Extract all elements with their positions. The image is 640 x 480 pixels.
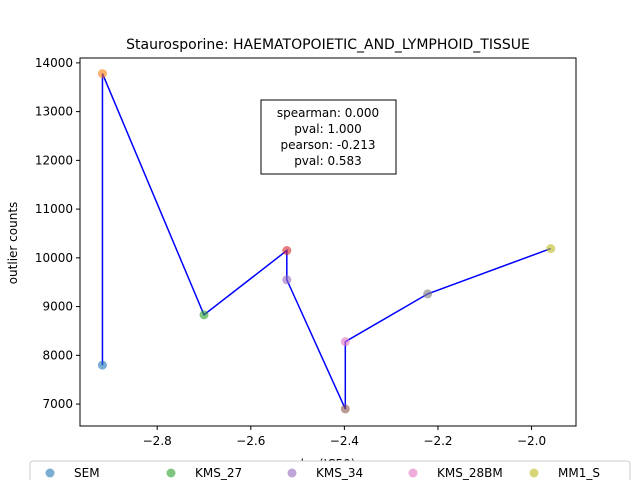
legend-marker (287, 468, 297, 478)
y-tick-label: 8000 (42, 348, 73, 362)
legend-marker (408, 468, 418, 478)
data-point (340, 337, 350, 347)
legend-label: KMS_34 (316, 466, 363, 480)
y-tick-label: 13000 (35, 105, 73, 119)
annotation-box (260, 99, 397, 175)
stats-annotation: spearman: 0.000 pval: 1.000 pearson: -0.21… (260, 99, 397, 175)
legend-label: SEM (74, 466, 100, 480)
legend-box (29, 460, 631, 480)
annotation-line: spearman: 0.000 (277, 106, 379, 120)
x-tick-label: −2.6 (236, 434, 265, 448)
x-tick-label: −2.2 (423, 434, 452, 448)
legend-label: KMS_28BM (437, 466, 503, 480)
data-point (423, 289, 433, 299)
data-point (199, 310, 209, 320)
annotation-line: pval: 1.000 (294, 122, 362, 136)
chart-title: Staurosporine: HAEMATOPOIETIC_AND_LYMPHO… (126, 37, 530, 53)
legend-marker (529, 468, 539, 478)
y-tick-label: 12000 (35, 153, 73, 167)
y-tick-label: 9000 (42, 300, 73, 314)
y-axis-label: outlier counts (6, 202, 20, 285)
data-point (97, 360, 107, 370)
data-point (340, 404, 350, 414)
legend: SEM KMS_27 KMS_34 KMS_28BM MM1_S (29, 460, 631, 480)
y-tick-label: 11000 (35, 202, 73, 216)
x-tick-label: −2.4 (330, 434, 359, 448)
legend-marker (45, 468, 55, 478)
annotation-line: pearson: -0.213 (280, 138, 375, 152)
annotation-line: pval: 0.583 (294, 154, 362, 168)
data-point (97, 69, 107, 79)
data-point (546, 244, 556, 254)
legend-label: MM1_S (558, 466, 600, 480)
legend-marker (166, 468, 176, 478)
x-tick-label: −2.8 (143, 434, 172, 448)
data-point (282, 275, 292, 285)
data-point (282, 246, 292, 256)
legend-label: KMS_27 (195, 466, 242, 480)
y-tick-label: 14000 (35, 56, 73, 70)
y-tick-label: 10000 (35, 251, 73, 265)
x-tick-label: −2.0 (517, 434, 546, 448)
y-tick-label: 7000 (42, 397, 73, 411)
